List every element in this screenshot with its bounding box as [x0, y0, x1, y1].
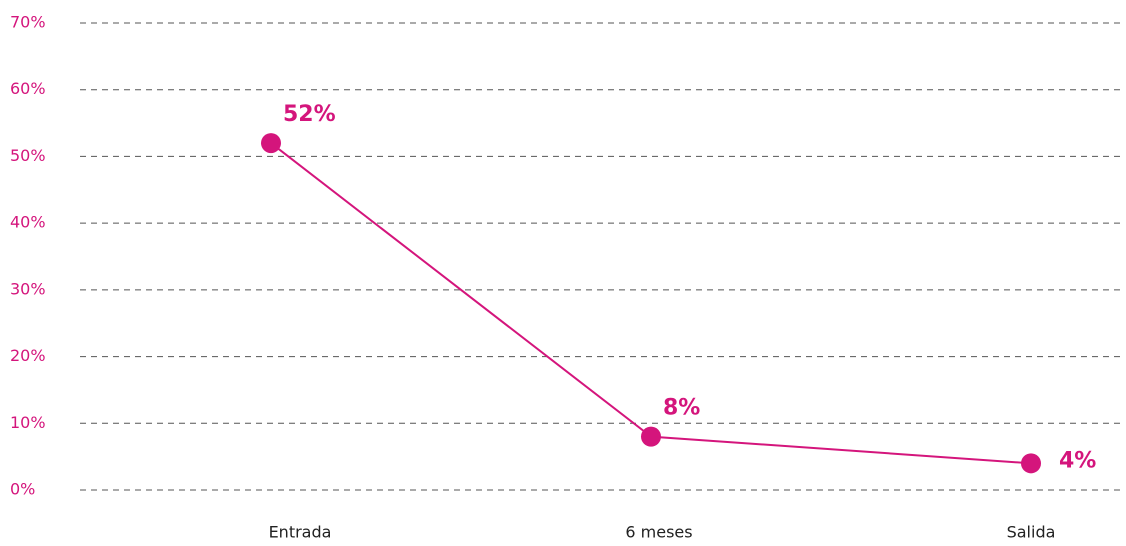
x-tick-label: Salida: [1007, 523, 1056, 542]
y-tick-label: 30%: [10, 279, 46, 298]
y-tick-label: 20%: [10, 346, 46, 365]
y-tick-label: 40%: [10, 213, 46, 232]
value-label: 52%: [283, 102, 336, 127]
x-tick-label: 6 meses: [625, 523, 692, 542]
y-tick-label: 10%: [10, 413, 46, 432]
y-tick-label: 60%: [10, 79, 46, 98]
value-label: 4%: [1059, 448, 1096, 473]
x-tick-label: Entrada: [269, 523, 332, 542]
y-tick-label: 50%: [10, 146, 46, 165]
y-tick-label: 70%: [10, 13, 46, 32]
line: [270, 142, 1032, 465]
point: [1021, 453, 1041, 474]
value-label: 8%: [663, 396, 700, 421]
point: [641, 426, 661, 447]
point: [261, 133, 281, 154]
y-tick-label: 0%: [10, 480, 35, 499]
